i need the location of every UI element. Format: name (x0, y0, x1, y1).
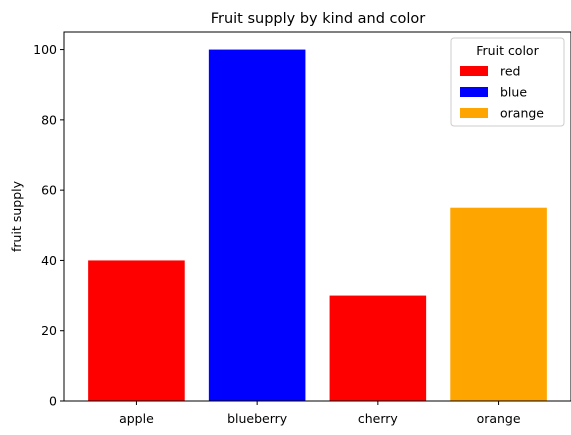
y-axis: 0 20 40 60 80 100 (33, 42, 64, 409)
legend: Fruit color red blue orange (450, 37, 565, 127)
y-axis-label: fruit supply (9, 180, 24, 252)
y-tick-label: 60 (41, 183, 57, 198)
legend-title: Fruit color (476, 43, 539, 58)
legend-swatch-red (460, 66, 488, 76)
y-tick-label: 0 (49, 394, 57, 409)
bars-group (88, 49, 547, 401)
x-axis: apple blueberry cherry orange (119, 401, 521, 426)
legend-swatch-blue (460, 87, 488, 97)
y-tick-label: 40 (41, 253, 57, 268)
y-tick-label: 20 (41, 323, 57, 338)
chart-title: Fruit supply by kind and color (211, 11, 426, 27)
bar-cherry (329, 295, 427, 401)
legend-swatch-orange (460, 108, 488, 118)
legend-box (450, 37, 565, 127)
legend-label-orange: orange (500, 106, 544, 121)
x-tick-label-blueberry: blueberry (227, 411, 288, 426)
x-tick-label-orange: orange (477, 411, 521, 426)
legend-label-blue: blue (500, 85, 527, 100)
plot-frame (63, 31, 571, 402)
bar-apple (88, 260, 185, 401)
x-tick-label-apple: apple (119, 411, 154, 426)
bar-blueberry (208, 49, 306, 401)
y-tick-label: 100 (33, 42, 57, 57)
y-tick-label: 80 (41, 112, 57, 127)
x-tick-label-cherry: cherry (358, 411, 399, 426)
bar-orange (450, 207, 547, 401)
legend-label-red: red (500, 64, 521, 79)
